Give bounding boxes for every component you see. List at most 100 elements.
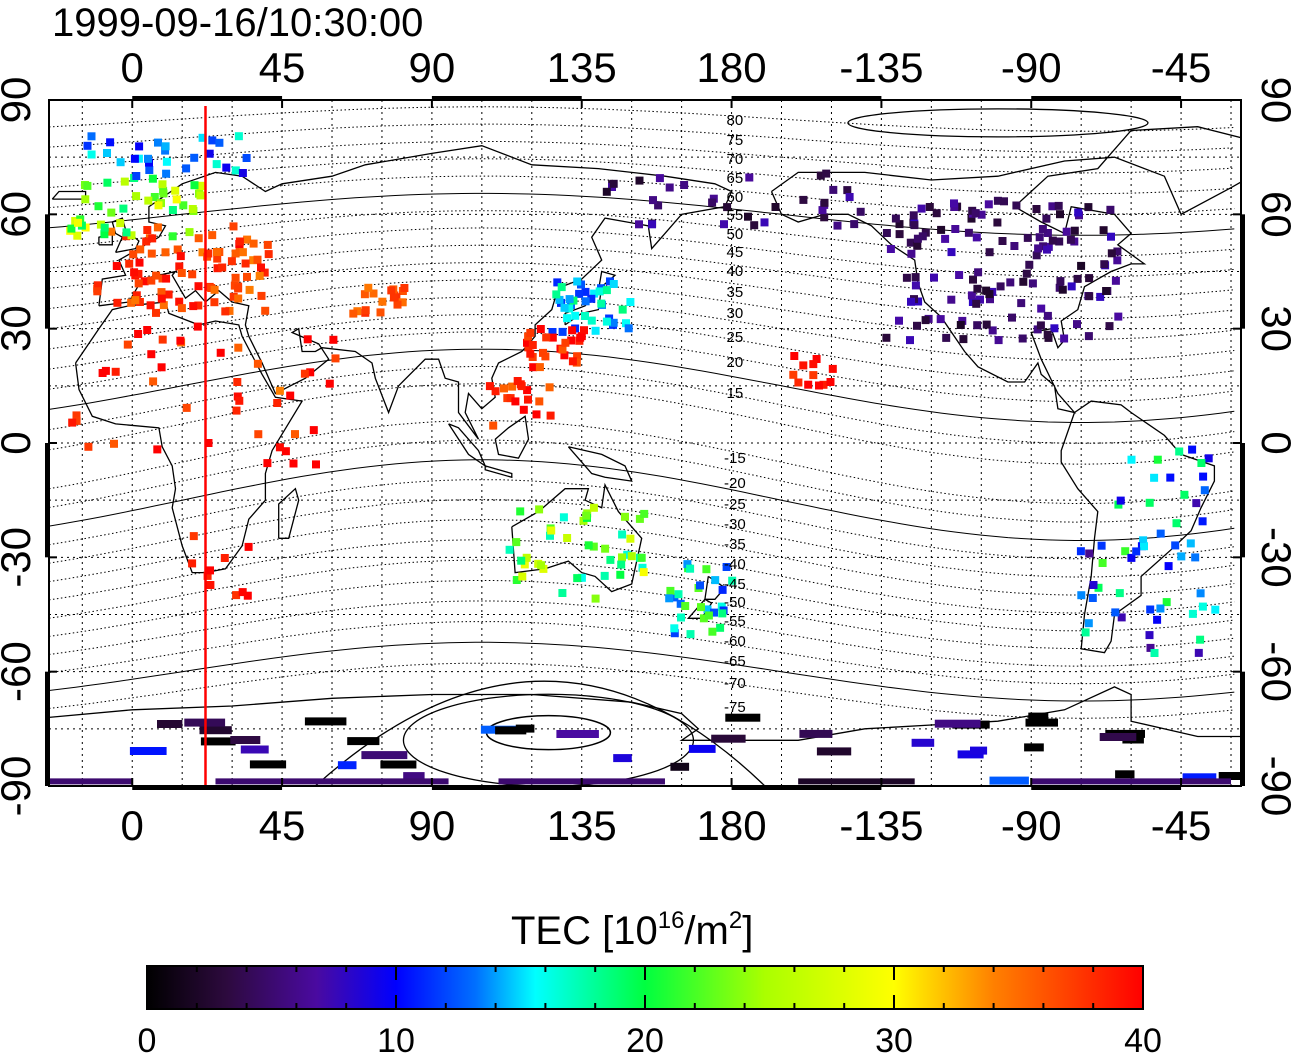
tec-cell	[148, 234, 157, 243]
tec-cell	[113, 298, 122, 307]
tec-cell	[710, 608, 718, 617]
contour-label: -65	[724, 653, 746, 670]
tec-cell	[227, 257, 236, 266]
coastline-path	[448, 423, 487, 468]
tec-cell	[925, 203, 934, 211]
tec-cell	[1085, 549, 1094, 558]
tec-cell	[1180, 490, 1189, 499]
tec-cell	[289, 459, 298, 468]
tec-cell	[153, 223, 162, 232]
tec-cell	[376, 308, 385, 317]
tec-cell	[677, 613, 685, 622]
frame-segment	[45, 214, 50, 329]
tec-cell	[1043, 311, 1052, 320]
coastline-path	[74, 301, 304, 574]
tec-cell	[1218, 772, 1241, 780]
tec-cell	[1153, 455, 1162, 464]
tec-cell	[253, 255, 262, 264]
tec-cell	[708, 627, 717, 636]
tec-cell	[94, 202, 103, 211]
tec-cell	[177, 269, 186, 277]
tec-cell	[561, 338, 570, 347]
tec-cell	[233, 392, 242, 401]
tec-cell	[190, 153, 199, 162]
x-tick-label: 135	[547, 802, 617, 849]
tec-cell	[1038, 225, 1047, 233]
tec-cell	[606, 555, 615, 564]
tec-cell	[1113, 256, 1122, 265]
tec-cell	[158, 180, 167, 189]
tec-cell	[560, 351, 569, 360]
tec-cell	[485, 382, 494, 391]
frame-segment	[1240, 214, 1245, 329]
tec-cell	[234, 284, 243, 293]
tec-cell	[1153, 615, 1162, 624]
tec-cell	[829, 185, 838, 194]
tec-cell	[1115, 770, 1135, 779]
tec-cell	[974, 268, 983, 277]
tec-cell	[87, 132, 96, 141]
tec-cell	[291, 430, 299, 439]
tec-cell	[263, 240, 272, 249]
tec-cell	[699, 614, 708, 623]
tec-cell	[576, 333, 585, 342]
tec-cell	[526, 349, 535, 358]
tec-cell	[789, 370, 798, 379]
tec-cell	[157, 288, 166, 297]
tec-cell	[84, 442, 93, 451]
tec-cell	[969, 275, 977, 284]
tec-cell	[1096, 292, 1105, 301]
tec-cell	[309, 426, 318, 435]
contour-oval	[847, 108, 1149, 138]
tec-cell	[243, 591, 252, 600]
tec-cell	[157, 294, 166, 303]
coastline-path	[51, 190, 87, 200]
tec-cell	[568, 357, 577, 366]
contour-label: 40	[727, 263, 744, 280]
tec-cell	[255, 271, 264, 280]
tec-cell	[799, 195, 808, 204]
tec-cell	[489, 421, 498, 430]
tec-cell	[958, 316, 967, 325]
tec-cell	[936, 315, 945, 324]
tec-cell	[558, 589, 567, 597]
tec-cell	[111, 367, 120, 376]
tec-cell	[132, 192, 141, 201]
tec-cell	[182, 164, 191, 173]
tec-cell	[1032, 251, 1041, 260]
coastline-path	[494, 415, 530, 459]
tec-cell	[745, 173, 754, 182]
tec-cell	[162, 274, 171, 283]
tec-cell	[512, 538, 521, 547]
tec-cell	[618, 553, 626, 562]
tec-cell	[49, 778, 133, 785]
tec-cell	[200, 737, 236, 746]
tec-cell	[110, 439, 118, 448]
tec-cell	[655, 174, 664, 183]
tec-cell	[1100, 260, 1109, 269]
tec-cell	[1177, 552, 1186, 561]
tec-cell	[1056, 277, 1065, 286]
tec-cell	[275, 443, 284, 452]
tec-cell	[1036, 321, 1045, 330]
frame-segment	[1240, 443, 1245, 558]
tec-cell	[535, 505, 544, 514]
frame-segment	[431, 785, 582, 790]
tec-cell	[573, 352, 582, 361]
tec-cell	[1102, 287, 1111, 295]
tec-cell	[1025, 718, 1058, 727]
tec-cell	[1162, 598, 1171, 607]
tec-cell	[891, 214, 900, 223]
tec-cell	[760, 218, 769, 227]
tec-cell	[815, 381, 823, 390]
tec-cell	[993, 218, 1002, 227]
tec-cell	[654, 201, 663, 210]
tec-cell	[1145, 631, 1154, 640]
tec-cell	[83, 181, 92, 190]
tec-cell	[1085, 274, 1094, 283]
tec-cell	[546, 531, 554, 540]
tec-cell	[680, 181, 689, 189]
tec-cell	[563, 314, 572, 323]
tec-cell	[152, 271, 161, 280]
tec-cell	[1127, 455, 1136, 464]
